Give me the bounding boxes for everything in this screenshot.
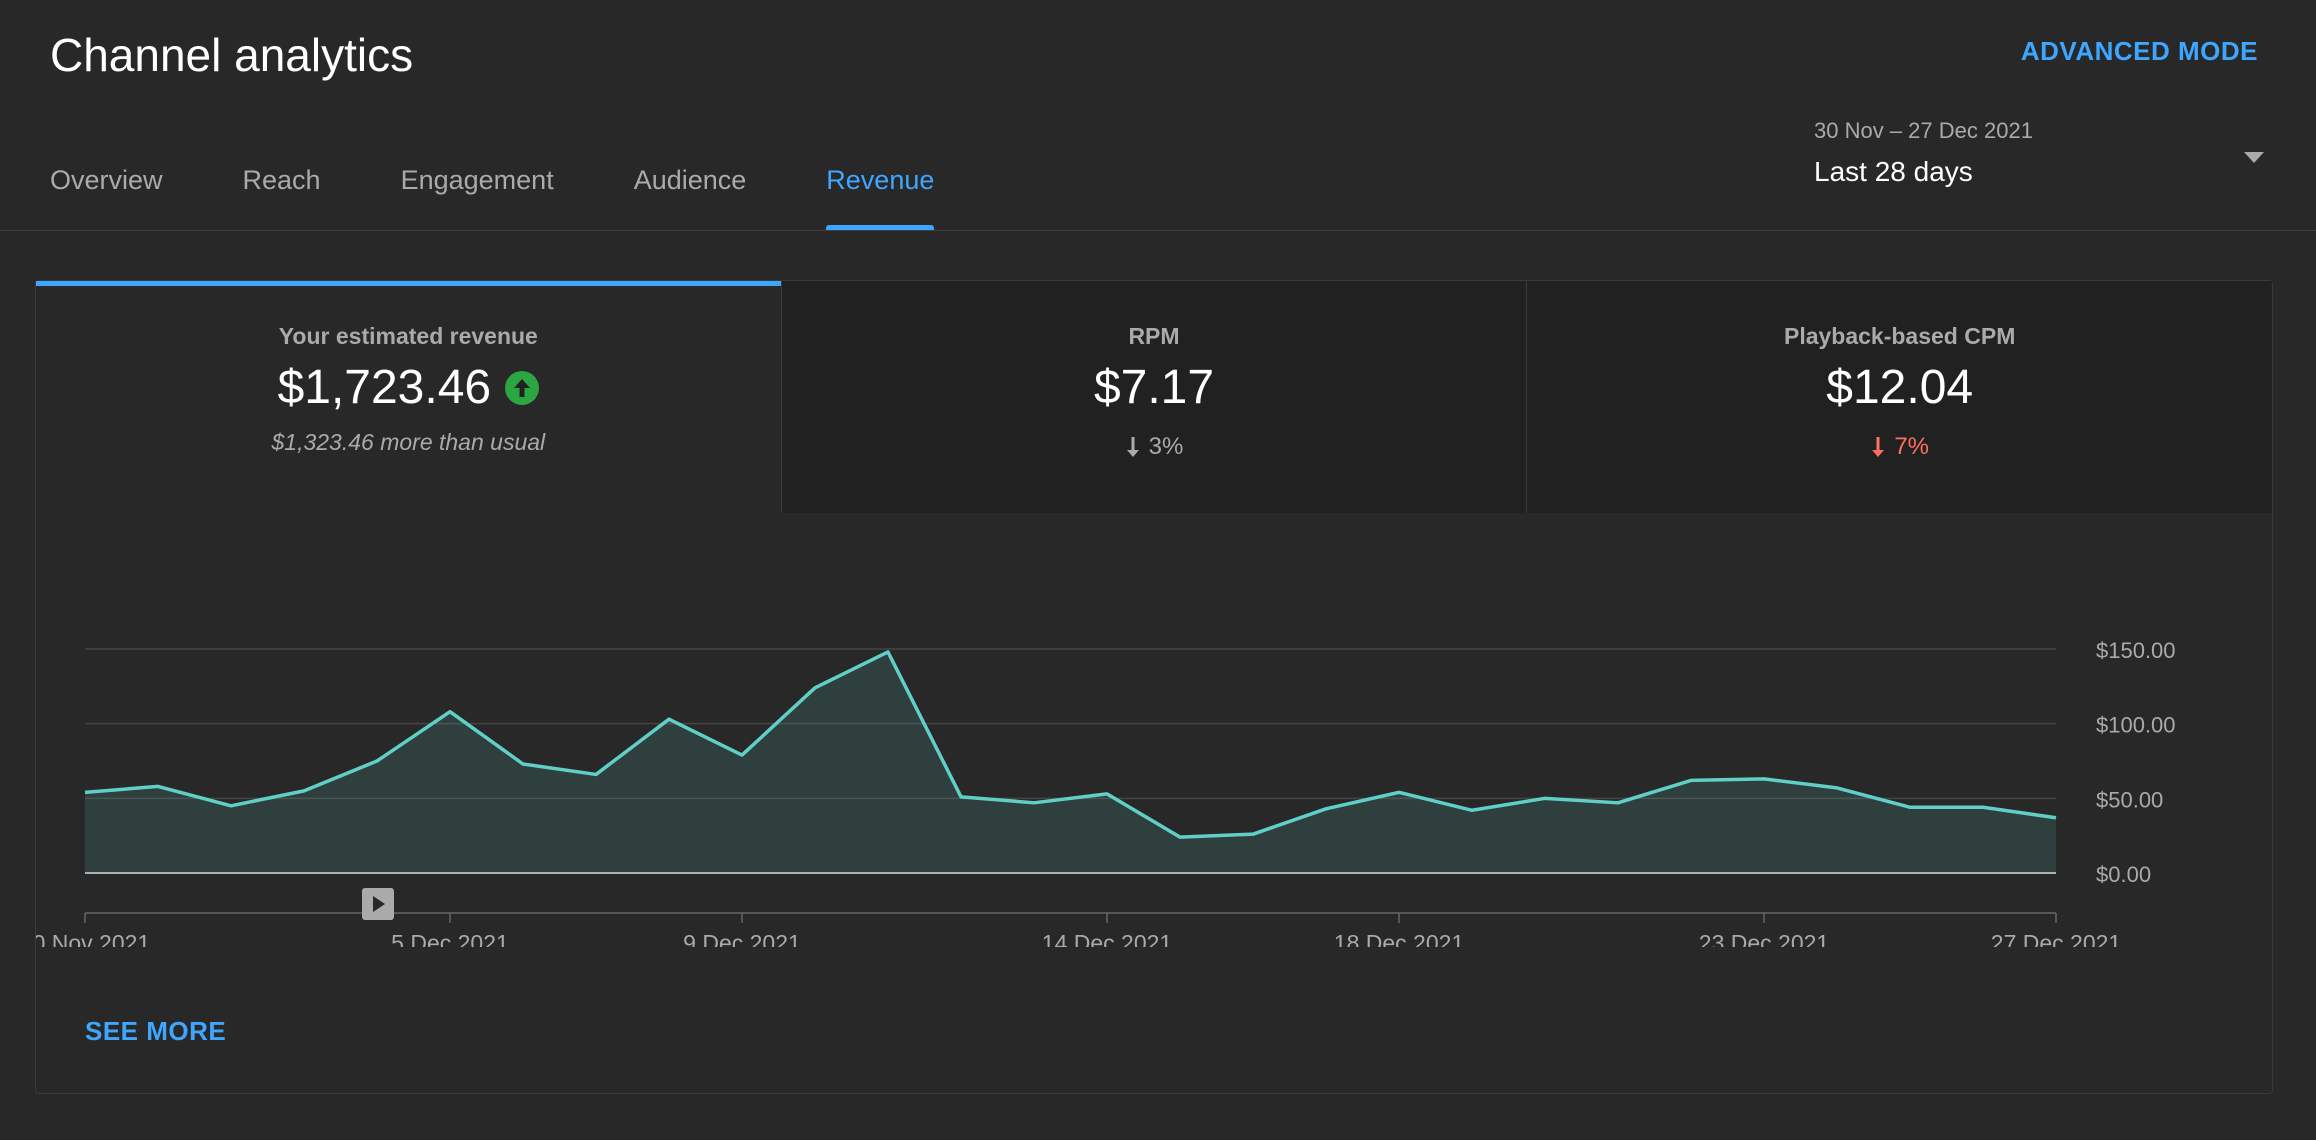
tab-bar: Overview Reach Engagement Audience Reven… (50, 120, 1014, 230)
dropdown-caret-icon (2244, 152, 2264, 163)
arrow-up-circle-icon (505, 370, 540, 405)
tab-label: Overview (50, 165, 163, 195)
metric-active-indicator (36, 281, 781, 286)
y-tick-label: $0.00 (2096, 862, 2151, 887)
metric-value: $1,723.46 (277, 361, 492, 414)
data-point (1615, 800, 1621, 806)
data-point (885, 649, 891, 655)
metric-delta: 3% (782, 433, 1527, 461)
data-point (520, 761, 526, 767)
tab-reach[interactable]: Reach (243, 120, 321, 230)
data-point (958, 794, 964, 800)
metric-estimated-revenue[interactable]: Your estimated revenue $1,723.46 $1,323.… (36, 281, 781, 513)
tab-audience[interactable]: Audience (634, 120, 747, 230)
y-tick-label: $100.00 (2096, 713, 2176, 738)
play-icon (373, 896, 385, 912)
data-point (1469, 807, 1475, 813)
tab-label: Engagement (400, 165, 554, 195)
data-point (1761, 776, 1767, 782)
date-range-text: 30 Nov – 27 Dec 2021 (1814, 118, 2033, 143)
series-line (84, 650, 2057, 839)
date-range-label: Last 28 days (1814, 156, 1973, 187)
data-point (1396, 789, 1402, 795)
data-point (1907, 804, 1913, 810)
data-point (1834, 785, 1840, 791)
chart-clip-mask (36, 947, 2272, 983)
page-title: Channel analytics (50, 29, 414, 81)
metric-rpm[interactable]: RPM $7.17 3% (780, 281, 1527, 513)
advanced-mode-button[interactable]: ADVANCED MODE (2020, 36, 2258, 66)
data-point (1250, 831, 1256, 837)
data-point (1104, 791, 1110, 797)
series-area (85, 651, 2056, 873)
tab-active-indicator (826, 225, 935, 230)
metric-label: Your estimated revenue (278, 323, 538, 349)
metric-delta-value: 7% (1894, 433, 1930, 460)
data-point (1031, 800, 1037, 806)
data-point (155, 783, 161, 789)
data-point (593, 771, 599, 777)
metric-value-row: $1,723.46 (36, 360, 781, 415)
data-point (1688, 777, 1694, 783)
y-tick-label: $50.00 (2096, 787, 2163, 812)
metric-label: RPM (1128, 323, 1180, 349)
data-point (374, 758, 380, 764)
date-range-picker[interactable]: 30 Nov – 27 Dec 2021 Last 28 days (1814, 118, 2264, 208)
y-tick-label: $150.00 (2096, 638, 2176, 663)
data-point (228, 803, 234, 809)
data-point (812, 685, 818, 691)
data-point (1542, 795, 1548, 801)
metric-delta-value: 3% (1148, 433, 1184, 460)
tab-label: Audience (633, 165, 747, 195)
metric-delta: 7% (1527, 433, 2272, 461)
metric-comparison: $1,323.46 more than usual (271, 429, 546, 455)
revenue-card: Your estimated revenue $1,723.46 $1,323.… (35, 280, 2273, 1094)
data-point (82, 789, 88, 795)
metric-label: Playback-based CPM (1783, 323, 2016, 349)
metric-value-row: $7.17 (782, 360, 1527, 415)
tab-engagement[interactable]: Engagement (401, 120, 554, 230)
data-point (739, 752, 745, 758)
data-point (1980, 804, 1986, 810)
data-point (1323, 806, 1329, 812)
tab-divider (0, 230, 2316, 231)
data-point (301, 788, 307, 794)
arrow-down-icon (1872, 437, 1885, 457)
metric-value-row: $12.04 (1527, 360, 2272, 415)
metric-value: $12.04 (1826, 361, 1974, 414)
tab-overview[interactable]: Overview (50, 120, 163, 230)
tab-revenue[interactable]: Revenue (826, 120, 935, 230)
data-point (1177, 834, 1183, 840)
tab-label: Reach (242, 165, 321, 195)
tab-label: Revenue (826, 165, 935, 195)
arrow-down-icon (1126, 437, 1139, 457)
metric-tiles: Your estimated revenue $1,723.46 $1,323.… (36, 281, 2273, 513)
metric-value: $7.17 (1093, 361, 1215, 414)
see-more-button[interactable]: SEE MORE (85, 1016, 227, 1046)
metric-playback-cpm[interactable]: Playback-based CPM $12.04 7% (1526, 281, 2273, 513)
data-point (447, 709, 453, 715)
data-point (2053, 815, 2059, 821)
data-point (666, 716, 672, 722)
